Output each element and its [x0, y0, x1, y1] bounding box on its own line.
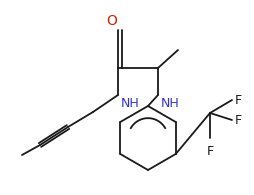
Text: F: F — [207, 145, 214, 158]
Text: F: F — [235, 113, 242, 127]
Text: F: F — [235, 93, 242, 106]
Text: NH: NH — [121, 97, 140, 110]
Text: NH: NH — [161, 97, 180, 110]
Text: O: O — [107, 14, 117, 28]
